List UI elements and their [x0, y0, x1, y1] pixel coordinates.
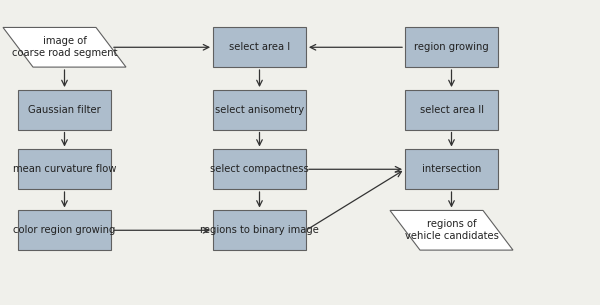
- FancyBboxPatch shape: [405, 149, 498, 189]
- FancyBboxPatch shape: [18, 210, 111, 250]
- Polygon shape: [390, 210, 513, 250]
- FancyBboxPatch shape: [405, 90, 498, 130]
- Text: mean curvature flow: mean curvature flow: [13, 164, 116, 174]
- FancyBboxPatch shape: [213, 90, 306, 130]
- FancyBboxPatch shape: [18, 149, 111, 189]
- FancyBboxPatch shape: [213, 149, 306, 189]
- Text: select area II: select area II: [419, 105, 484, 115]
- Text: select compactness: select compactness: [210, 164, 309, 174]
- Text: select anisometry: select anisometry: [215, 105, 304, 115]
- Text: intersection: intersection: [422, 164, 481, 174]
- Text: color region growing: color region growing: [13, 225, 116, 235]
- Text: regions of
vehicle candidates: regions of vehicle candidates: [404, 220, 499, 241]
- Polygon shape: [3, 27, 126, 67]
- FancyBboxPatch shape: [405, 27, 498, 67]
- Text: image of
coarse road segment: image of coarse road segment: [12, 37, 117, 58]
- FancyBboxPatch shape: [213, 27, 306, 67]
- Text: Gaussian filter: Gaussian filter: [28, 105, 101, 115]
- Text: regions to binary image: regions to binary image: [200, 225, 319, 235]
- FancyBboxPatch shape: [213, 210, 306, 250]
- FancyBboxPatch shape: [18, 90, 111, 130]
- Text: region growing: region growing: [414, 42, 489, 52]
- Text: select area I: select area I: [229, 42, 290, 52]
